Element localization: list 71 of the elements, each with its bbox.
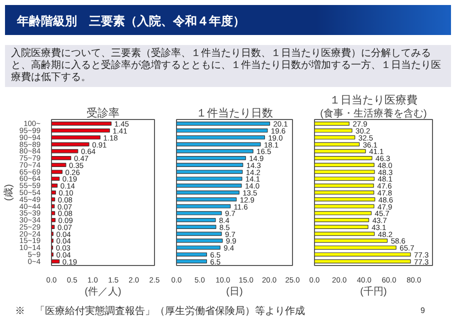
bar [52, 176, 60, 181]
bar [52, 259, 60, 264]
bar [314, 204, 374, 208]
bar [52, 149, 78, 154]
chart-subtitle: (食事・生活療養を含む) [320, 108, 427, 120]
text: 入院医療費について、三要素（受診率、１件当たり日数、１日当たり医療費）に分解してみると、高齢期に入ると受診率が急増するとともに、１件当たり日数が増加する一方、１日当たり医療費は低下する。 [11, 48, 442, 84]
bar [176, 149, 254, 154]
bar [176, 142, 261, 146]
bar [176, 128, 268, 133]
bar [314, 246, 396, 250]
bar [314, 259, 411, 264]
bar [176, 184, 242, 188]
bar [314, 238, 388, 243]
bar [314, 156, 372, 160]
bar [176, 204, 231, 208]
chart-title: １件当たり日数 [196, 108, 273, 120]
bar [52, 218, 56, 222]
bar [314, 190, 374, 195]
text: 年齢階級別 三要素（入院、令和４年度） [17, 13, 245, 30]
bar [176, 232, 222, 236]
bar [314, 218, 370, 222]
bar [52, 197, 56, 202]
bar [52, 156, 72, 160]
bar [52, 170, 63, 174]
bar [52, 190, 56, 195]
bar [176, 224, 216, 229]
bar [314, 252, 411, 257]
bar [52, 162, 66, 167]
x-axis-title: (日) [226, 286, 243, 298]
bar [314, 122, 350, 126]
bar [314, 135, 356, 140]
bar [176, 176, 242, 181]
bar [176, 252, 207, 257]
bar [314, 232, 375, 236]
bar [176, 122, 270, 126]
y-axis-title: (歳) [2, 184, 14, 201]
chart-title: 受診率 [86, 106, 120, 120]
bar [176, 218, 216, 222]
bar [176, 170, 243, 174]
bar [52, 142, 90, 146]
bar [52, 135, 100, 140]
bar [314, 211, 372, 216]
bar [176, 246, 220, 250]
x-axis-title: (件／人) [84, 286, 122, 298]
bar [52, 224, 55, 229]
chart-title: １日当たり医療費 [330, 94, 418, 106]
bar [176, 238, 223, 243]
bar [314, 149, 366, 154]
bar [176, 197, 237, 202]
bar [176, 259, 207, 264]
bar [176, 162, 244, 167]
bar [314, 170, 375, 174]
bar [314, 197, 376, 202]
bar [52, 211, 56, 216]
text: 9 [420, 305, 425, 316]
bar [176, 135, 265, 140]
bar [176, 211, 222, 216]
bar [314, 142, 360, 146]
bar [314, 224, 368, 229]
bar [52, 122, 112, 126]
bar [314, 184, 374, 188]
text: ※ 「医療給付実態調査報告」（厚生労働省保険局）等より作成 [15, 305, 305, 319]
x-axis-title: (千円) [360, 286, 387, 298]
bar [176, 156, 246, 160]
bar [176, 190, 240, 195]
bar [314, 128, 352, 133]
bar [52, 128, 110, 133]
bar [52, 184, 58, 188]
bar [314, 176, 375, 181]
bar [314, 162, 374, 167]
bar [52, 204, 55, 208]
